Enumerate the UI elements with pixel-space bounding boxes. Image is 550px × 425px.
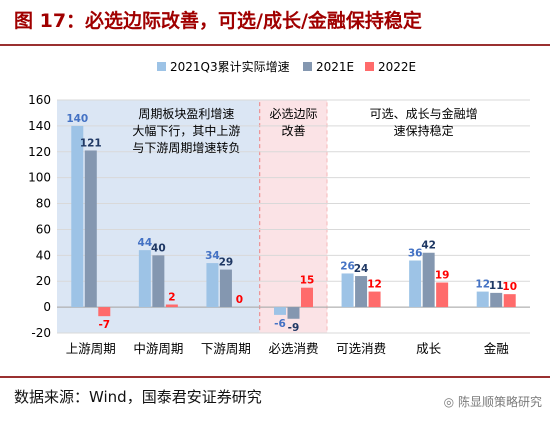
data-label: 2 [168, 292, 175, 304]
data-label: 42 [421, 240, 436, 252]
legend-label-0: 2021Q3累计实际增速 [170, 59, 290, 74]
bar [71, 125, 84, 308]
data-label: -6 [274, 318, 286, 330]
y-tick-label: -20 [31, 326, 51, 340]
data-label: 121 [80, 137, 102, 149]
y-tick-label: 20 [36, 274, 51, 288]
bar [503, 294, 516, 308]
data-label: 44 [138, 237, 153, 249]
bar [138, 250, 151, 308]
annotation-text: 速保持稳定 [394, 123, 454, 138]
y-tick-label: 120 [28, 145, 51, 159]
data-label: 24 [354, 263, 369, 275]
y-tick-label: 60 [36, 222, 51, 236]
bar [84, 150, 97, 308]
annotation-region-1 [259, 100, 328, 333]
bar [165, 304, 178, 308]
bar [152, 255, 165, 308]
data-label: 10 [502, 281, 517, 293]
bar [368, 291, 381, 308]
data-label: 34 [205, 250, 220, 262]
bar [206, 263, 219, 308]
x-tick-label: 中游周期 [133, 341, 183, 356]
annotation-text: 周期板块盈利增速 [138, 107, 234, 121]
annotation-text: 可选、成长与金融增 [370, 106, 478, 121]
title-rule [0, 44, 550, 46]
bar [341, 273, 354, 308]
data-label: 0 [236, 294, 243, 306]
bar [476, 291, 489, 308]
annotation-text: 与下游周期增速转负 [132, 140, 240, 155]
data-label: 40 [151, 242, 166, 254]
watermark-label: 陈显顺策略研究 [457, 395, 542, 409]
y-tick-label: 0 [43, 300, 51, 314]
bar [422, 252, 435, 308]
x-tick-label: 必选消费 [268, 341, 318, 356]
bar [355, 276, 368, 308]
annotation-text: 大幅下行，其中上游 [132, 123, 240, 138]
legend-swatch-1 [303, 62, 312, 71]
figure-title: 图 17：必选边际改善，可选/成长/金融保持稳定 [14, 10, 422, 32]
bar [219, 269, 232, 308]
bar [301, 287, 313, 308]
data-label: 11 [489, 280, 504, 292]
y-tick-label: 140 [28, 119, 51, 133]
wechat-icon: ◎ [443, 395, 455, 409]
bar [274, 307, 286, 315]
data-label: 26 [340, 260, 355, 272]
annotation-text: 改善 [281, 123, 305, 138]
data-label: 19 [435, 270, 450, 282]
bar [490, 292, 503, 308]
data-label: 29 [219, 257, 234, 269]
legend-swatch-0 [157, 62, 166, 71]
bar [287, 307, 300, 319]
y-tick-label: 80 [36, 197, 51, 211]
legend-label-1: 2021E [316, 60, 354, 74]
x-tick-label: 金融 [484, 341, 510, 356]
data-label: -7 [98, 319, 110, 331]
y-tick-label: 160 [28, 93, 51, 107]
data-label: 12 [475, 279, 490, 291]
source-rule [0, 376, 550, 378]
legend-label-2: 2022E [378, 60, 416, 74]
source-note: 数据来源：Wind，国泰君安证券研究 [14, 388, 262, 406]
bar [436, 282, 449, 308]
x-tick-label: 下游周期 [201, 341, 251, 356]
data-label: 12 [367, 279, 382, 291]
annotation-text: 必选边际 [269, 107, 317, 121]
data-label: 140 [66, 113, 88, 125]
x-tick-label: 可选消费 [336, 341, 386, 356]
bar [409, 260, 422, 308]
bar [98, 307, 111, 317]
data-label: 36 [408, 248, 423, 260]
y-tick-label: 40 [36, 248, 51, 262]
legend-swatch-2 [365, 62, 374, 71]
data-label: 15 [300, 275, 315, 287]
watermark: ◎ 陈显顺策略研究 [444, 393, 542, 410]
data-label: -9 [288, 322, 300, 334]
x-tick-label: 上游周期 [66, 341, 116, 356]
x-tick-label: 成长 [416, 341, 442, 356]
y-tick-label: 100 [28, 171, 51, 185]
